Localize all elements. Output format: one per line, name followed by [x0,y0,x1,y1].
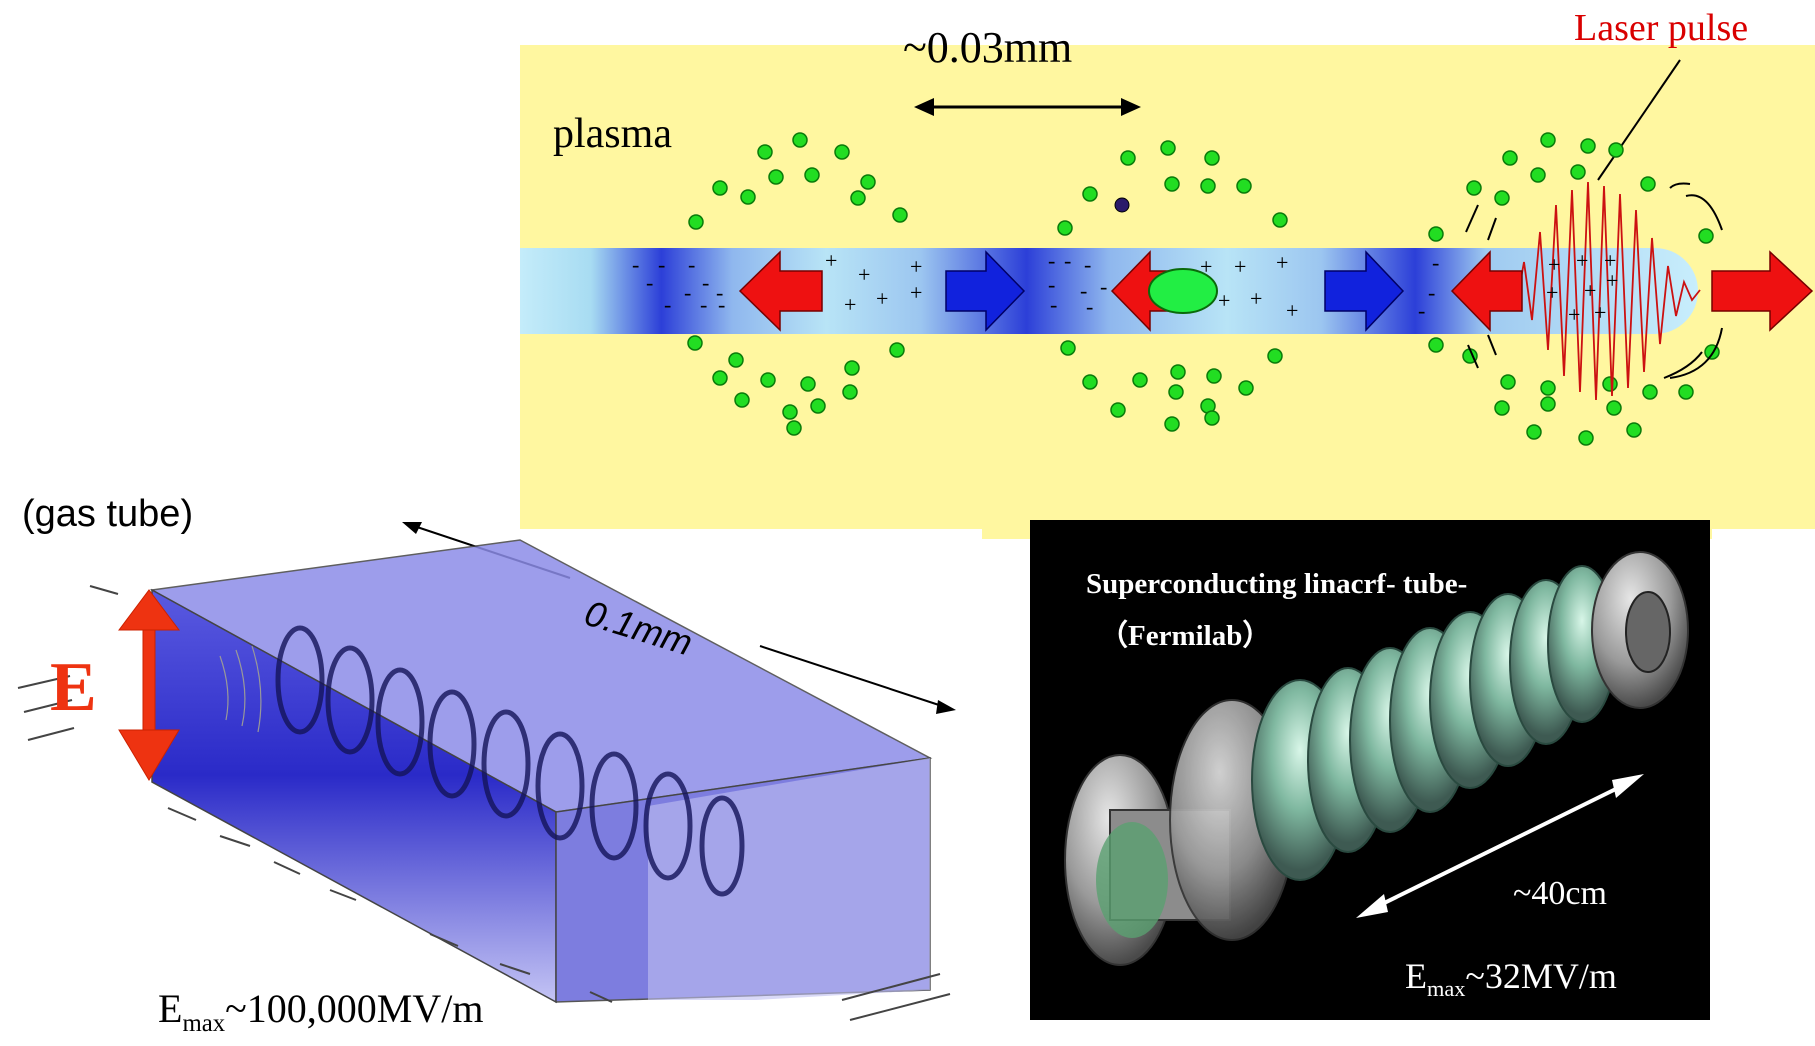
plasma-panel: --- - - - -- -- ++ + + + + --- --- -- + + + + + + … [520,45,1815,539]
laser-pointer-line [1597,59,1681,181]
svg-text:-: - [658,252,665,277]
svg-text:-: - [1048,272,1055,297]
laser-wave [1499,181,1701,401]
svg-text:-: - [1086,294,1093,319]
svg-text:-: - [664,292,671,317]
svg-text:-: - [1064,248,1071,273]
electron-flow-arrows [1465,182,1723,379]
svg-text:-: - [700,292,707,317]
axis-ticks [17,585,951,1021]
svg-text:+: + [1218,288,1230,313]
blue-arrow-2 [1324,250,1405,332]
spacing-arrow [914,98,1141,116]
plasma-channel [520,248,1698,334]
gas-tube-label: (gas tube) [22,493,194,535]
e-field-symbol: E [50,649,97,726]
field-symbol: E [158,986,183,1031]
laser-pulse-label: Laser pulse [1574,7,1749,49]
svg-text:-: - [1432,250,1439,275]
svg-text:-: - [702,270,709,295]
svg-text:-: - [718,292,725,317]
svg-text:+: + [1546,280,1558,305]
rf-length-arrow [1356,774,1644,918]
svg-text:-: - [646,270,653,295]
wake-rings [275,625,745,897]
ion [1114,197,1130,213]
svg-text:+: + [1568,302,1580,327]
svg-text:+: + [1606,268,1618,293]
red-arrow-1 [738,250,823,332]
svg-text:+: + [910,280,922,305]
svg-text:+: + [1594,300,1606,325]
svg-text:+: + [1604,248,1616,273]
svg-text:+: + [1276,250,1288,275]
svg-text:-: - [1050,292,1057,317]
rf-length-label: ~40cm [1513,875,1607,912]
svg-text:-: - [1100,274,1107,299]
field-subscript: max [182,1010,226,1037]
svg-text:+: + [1576,248,1588,273]
electron-bunch [1148,268,1218,314]
field-symbol: E [1405,956,1427,996]
electron-cloud-2 [1057,140,1288,432]
svg-text:-: - [716,280,723,305]
svg-text:+: + [910,254,922,279]
plasma-label: plasma [553,111,672,157]
bubble-spacing-label: ~0.03mm [903,23,1073,72]
red-arrow-forward [1711,250,1814,332]
svg-text:-: - [632,252,639,277]
cavity-cells [1251,565,1617,881]
electron-cloud-3 [1428,132,1720,446]
electron-cloud-1 [687,132,908,436]
field-value: ~100,000MV/m [225,986,484,1031]
red-arrow-3 [1450,250,1523,332]
svg-text:+: + [1250,286,1262,311]
svg-text:+: + [825,248,837,273]
svg-text:+: + [1584,278,1596,303]
field-value: ~32MV/m [1465,956,1617,996]
svg-text:+: + [1548,252,1560,277]
gas-tube-panel: E [17,522,956,1021]
svg-text:+: + [1200,254,1212,279]
svg-text:-: - [1080,278,1087,303]
rf-cavity-panel [1030,520,1710,1020]
wake-front-lines [219,645,262,733]
svg-text:+: + [876,286,888,311]
svg-text:-: - [1418,298,1425,323]
svg-text:+: + [1234,254,1246,279]
blue-arrow-1 [945,250,1026,332]
plasma-field-max-label: Emax~100,000MV/m [158,985,483,1038]
charge-signs: --- - - - -- -- ++ + + + + --- --- -- + + + + + + … [632,248,1618,327]
svg-text:+: + [1286,298,1298,323]
e-field-arrow [118,589,180,781]
svg-text:-: - [1048,248,1055,273]
svg-text:-: - [688,252,695,277]
rf-field-max-label: Emax~32MV/m [1405,955,1617,1002]
rf-tube-title: Superconducting linacrf- tube- [1086,568,1468,600]
svg-text:-: - [1084,252,1091,277]
svg-text:-: - [1428,280,1435,305]
rf-tube-subtitle: （Fermilab） [1099,620,1272,652]
field-subscript: max [1427,976,1466,1002]
svg-text:+: + [858,262,870,287]
svg-text:+: + [844,292,856,317]
svg-text:-: - [684,280,691,305]
